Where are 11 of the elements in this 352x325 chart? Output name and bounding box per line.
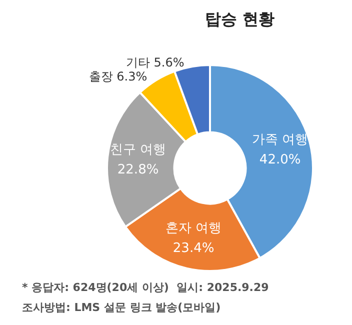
chart-title: 탑승 현황 [205, 10, 275, 28]
text: * 응답자: 624명(20세 이상) 일시: 2025.9.29 [22, 281, 269, 294]
slice-label: 가족 여행 [252, 132, 308, 148]
data-label: 42.0% [259, 152, 301, 168]
text: 조사방법: LMS 설문 링크 발송(모바일) [22, 301, 221, 314]
data-label: 22.8% [117, 162, 159, 178]
slice-label: 출장 6.3% [88, 70, 148, 84]
slice-label: 혼자 여행 [165, 220, 222, 236]
slice-label: 친구 여행 [110, 142, 166, 158]
slice-label: 기타 5.6% [126, 56, 184, 70]
data-label: 23.4% [172, 240, 214, 256]
